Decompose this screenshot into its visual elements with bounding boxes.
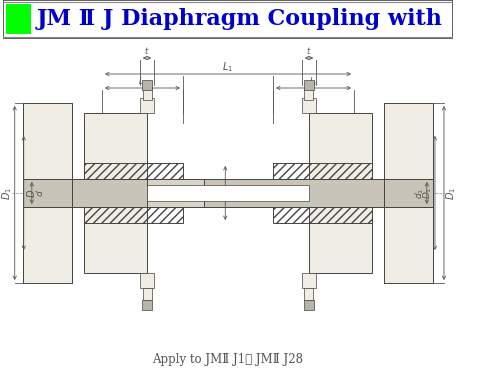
Bar	[3, 38, 453, 348]
Bar	[309, 113, 372, 179]
Text: $d_1$: $d_1$	[414, 188, 426, 199]
Bar	[147, 179, 309, 207]
Bar	[140, 98, 154, 113]
Bar	[384, 179, 433, 207]
Bar	[302, 98, 316, 113]
Bar	[23, 179, 72, 207]
Bar	[304, 300, 314, 310]
Text: $t$: $t$	[306, 45, 312, 57]
Text: Apply to JMⅡ J1～ JMⅡ J28: Apply to JMⅡ J1～ JMⅡ J28	[152, 354, 304, 366]
Bar	[6, 4, 31, 34]
Bar	[302, 273, 316, 288]
Text: $D$: $D$	[25, 189, 37, 198]
Bar	[142, 88, 152, 100]
Bar	[273, 207, 372, 223]
Text: $D_1$: $D_1$	[422, 187, 434, 199]
Bar	[309, 207, 372, 273]
Bar	[3, 0, 453, 38]
Bar	[142, 80, 152, 90]
Text: $t$: $t$	[144, 45, 150, 57]
Text: $D_1$: $D_1$	[0, 186, 14, 200]
Text: $d$: $d$	[34, 189, 44, 197]
Text: $L_{联}$: $L_{联}$	[308, 75, 318, 87]
Text: JM Ⅱ J Diaphragm Coupling with: JM Ⅱ J Diaphragm Coupling with	[36, 8, 442, 30]
Bar	[140, 273, 154, 288]
Bar	[304, 288, 314, 300]
Bar	[142, 288, 152, 300]
Bar	[72, 179, 252, 207]
Bar	[304, 80, 314, 90]
Bar	[142, 300, 152, 310]
Text: $L_1$: $L_1$	[222, 60, 234, 74]
Bar	[384, 103, 433, 179]
Text: $D_2^*$: $D_2^*$	[225, 186, 240, 200]
Bar	[23, 207, 72, 283]
Bar	[84, 207, 147, 273]
Bar	[23, 103, 72, 179]
Bar	[84, 163, 183, 179]
Bar	[147, 185, 309, 201]
Bar	[384, 207, 433, 283]
Bar	[204, 179, 384, 207]
Text: $L_{联}$: $L_{联}$	[138, 75, 147, 87]
Text: $D_1$: $D_1$	[444, 186, 458, 200]
Bar	[304, 88, 314, 100]
Bar	[84, 207, 183, 223]
Bar	[84, 113, 147, 179]
Bar	[273, 163, 372, 179]
